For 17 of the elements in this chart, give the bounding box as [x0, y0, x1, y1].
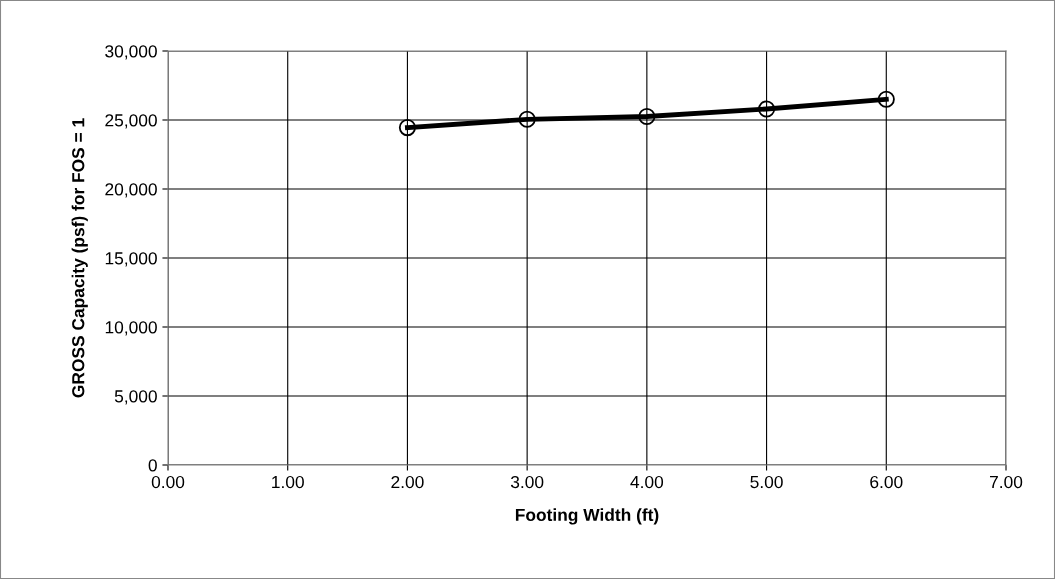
x-tick-label: 1.00 — [272, 475, 304, 489]
x-tick-label: 3.00 — [510, 475, 544, 489]
x-tick-label: 2.00 — [391, 475, 424, 489]
x-tick-label: 6.00 — [870, 475, 903, 489]
y-tick-label: 0 — [148, 459, 157, 472]
x-axis-title: Footing Width (ft) — [515, 508, 659, 525]
x-tick-label: 7.00 — [990, 475, 1023, 489]
y-tick-label: 25,000 — [105, 114, 157, 129]
x-tick-label: 0.00 — [151, 475, 185, 489]
y-tick-label: 5,000 — [114, 390, 157, 405]
y-tick-label: 10,000 — [105, 321, 157, 336]
y-tick-label: 15,000 — [105, 252, 157, 267]
x-tick-label: 5.00 — [750, 475, 783, 489]
y-tick-label: 20,000 — [105, 183, 157, 198]
y-axis-title: GROSS Capacity (psf) for FOS = 1 — [71, 118, 88, 398]
x-tick-label: 4.00 — [630, 475, 664, 489]
y-tick-label: 30,000 — [105, 45, 157, 60]
